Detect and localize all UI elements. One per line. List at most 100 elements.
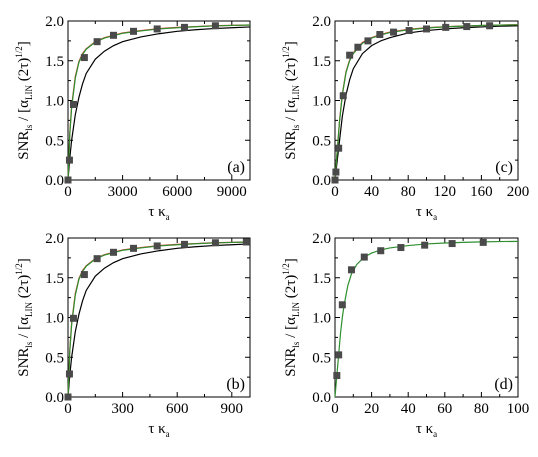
x-tick-label: 200: [507, 184, 530, 200]
plot-frame: [334, 237, 519, 398]
data-point-marker: [463, 23, 471, 31]
x-tick-label: 0: [331, 401, 339, 417]
x-tick-label: 0: [64, 184, 72, 200]
data-point-marker: [153, 25, 161, 33]
x-tick-label: 80: [474, 401, 489, 417]
data-point-marker: [80, 271, 88, 279]
x-tick-label: 0: [64, 401, 72, 417]
series-line-green: [334, 240, 519, 398]
series-line-red: [67, 24, 251, 181]
data-point-marker: [110, 31, 117, 39]
data-point-marker: [405, 27, 413, 35]
panel-b: 0 300 600 900 0.0 0.5 1.0 1.5 2.0 (b) τ κa SNRls / …: [14, 231, 251, 439]
y-tick-label: 1.0: [45, 94, 64, 110]
y-tick-label: 0.5: [312, 350, 331, 366]
x-tick-label: 160: [470, 184, 493, 200]
y-tick-label: 2.0: [312, 231, 331, 247]
y-axis-label: SNRls / [αLIN (2τ)1/2]: [14, 258, 34, 377]
y-tick-label: 0.0: [312, 173, 331, 189]
y-tick-label: 2.0: [45, 14, 64, 30]
data-point-marker: [130, 27, 138, 35]
x-tick-label: 3000: [108, 184, 138, 200]
data-point-marker: [338, 301, 346, 309]
panel-label: (c): [495, 159, 513, 176]
data-point-marker: [333, 372, 341, 380]
y-tick-label: 2.0: [312, 14, 331, 30]
data-point-marker: [211, 239, 219, 247]
data-point-marker: [64, 176, 72, 184]
data-point-marker: [360, 253, 368, 261]
x-tick-label: 9000: [217, 184, 247, 200]
x-axis-label: τ κa: [416, 421, 437, 439]
x-tick-label: 100: [507, 401, 530, 417]
y-tick-label: 0.5: [45, 133, 64, 149]
data-point-marker: [479, 238, 487, 246]
x-axis-label: τ κa: [148, 204, 169, 222]
x-tick-label: 120: [434, 184, 457, 200]
y-tick-label: 0.0: [312, 390, 331, 406]
data-point-marker: [390, 28, 398, 36]
data-point-marker: [242, 238, 250, 246]
data-point-marker: [65, 370, 73, 378]
data-point-marker: [486, 22, 494, 30]
y-tick-label: 0.0: [45, 390, 64, 406]
data-point-marker: [180, 240, 188, 248]
y-tick-label: 1.5: [45, 271, 64, 287]
data-point-marker: [332, 168, 340, 176]
data-point-marker: [364, 37, 372, 45]
x-axis-label: τ κa: [148, 421, 169, 439]
series-line-black: [67, 26, 251, 181]
y-axis-label: SNRls / [αLIN (2τ)1/2]: [281, 258, 301, 377]
x-tick-label: 300: [111, 401, 134, 417]
data-point-marker: [339, 92, 347, 100]
data-point-marker: [93, 255, 101, 263]
x-tick-label: 600: [166, 401, 189, 417]
panel-d: 0 20 40 60 80 100 0.0 0.5 1.0 1.5 2.0 (d) τ κa SNRls …: [281, 231, 529, 439]
x-tick-label: 80: [401, 184, 416, 200]
data-point-marker: [423, 25, 430, 33]
data-point-marker: [377, 247, 385, 255]
x-tick-label: 20: [364, 401, 379, 417]
data-point-marker: [335, 351, 343, 359]
series-line-green: [67, 241, 251, 398]
y-tick-label: 0.5: [312, 133, 331, 149]
x-tick-label: 40: [401, 401, 416, 417]
data-point-marker: [93, 38, 101, 46]
panel-a: 0 3000 6000 9000 0.0 0.5 1.0 1.5 2.0 (a) τ κa SNRls…: [14, 14, 251, 222]
panel-label: (a): [227, 159, 245, 176]
x-tick-label: 40: [364, 184, 379, 200]
y-tick-label: 0.5: [45, 350, 64, 366]
data-point-marker: [153, 242, 161, 250]
x-tick-label: 0: [331, 184, 339, 200]
data-point-marker: [354, 43, 362, 51]
y-tick-label: 0.0: [45, 173, 64, 189]
panel-c: 0 40 80 120 160 200 0.0 0.5 1.0 1.5 2.0 (c) τ κa SNRl…: [281, 14, 529, 222]
y-tick-label: 1.0: [45, 311, 64, 327]
data-point-marker: [346, 51, 354, 59]
series-line-red: [67, 241, 251, 398]
x-axis-label: τ κa: [416, 204, 437, 222]
data-point-marker: [80, 54, 88, 62]
x-tick-label: 60: [437, 401, 452, 417]
data-point-marker: [211, 22, 219, 30]
series-line-green: [334, 24, 519, 181]
y-tick-label: 1.0: [312, 311, 331, 327]
y-tick-label: 1.0: [312, 94, 331, 110]
data-point-marker: [448, 240, 456, 248]
series-line-green: [67, 24, 251, 181]
panel-label: (b): [226, 376, 245, 393]
x-tick-label: 6000: [162, 184, 192, 200]
series-line-red: [334, 24, 519, 181]
data-point-marker: [442, 23, 450, 31]
data-point-marker: [376, 31, 384, 39]
series-line-black: [334, 25, 519, 181]
data-point-marker: [110, 248, 117, 256]
y-tick-label: 1.5: [312, 271, 331, 287]
data-point-marker: [335, 144, 343, 152]
y-axis-label: SNRls / [αLIN (2τ)1/2]: [14, 41, 34, 160]
y-tick-label: 2.0: [45, 231, 64, 247]
y-tick-label: 1.5: [312, 54, 331, 70]
plot-frame: [334, 20, 519, 181]
data-point-marker: [69, 100, 77, 108]
data-point-marker: [347, 266, 355, 274]
